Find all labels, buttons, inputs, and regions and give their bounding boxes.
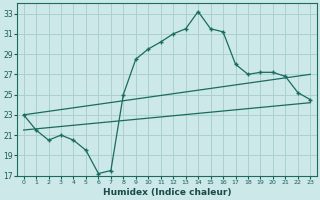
X-axis label: Humidex (Indice chaleur): Humidex (Indice chaleur) xyxy=(103,188,231,197)
